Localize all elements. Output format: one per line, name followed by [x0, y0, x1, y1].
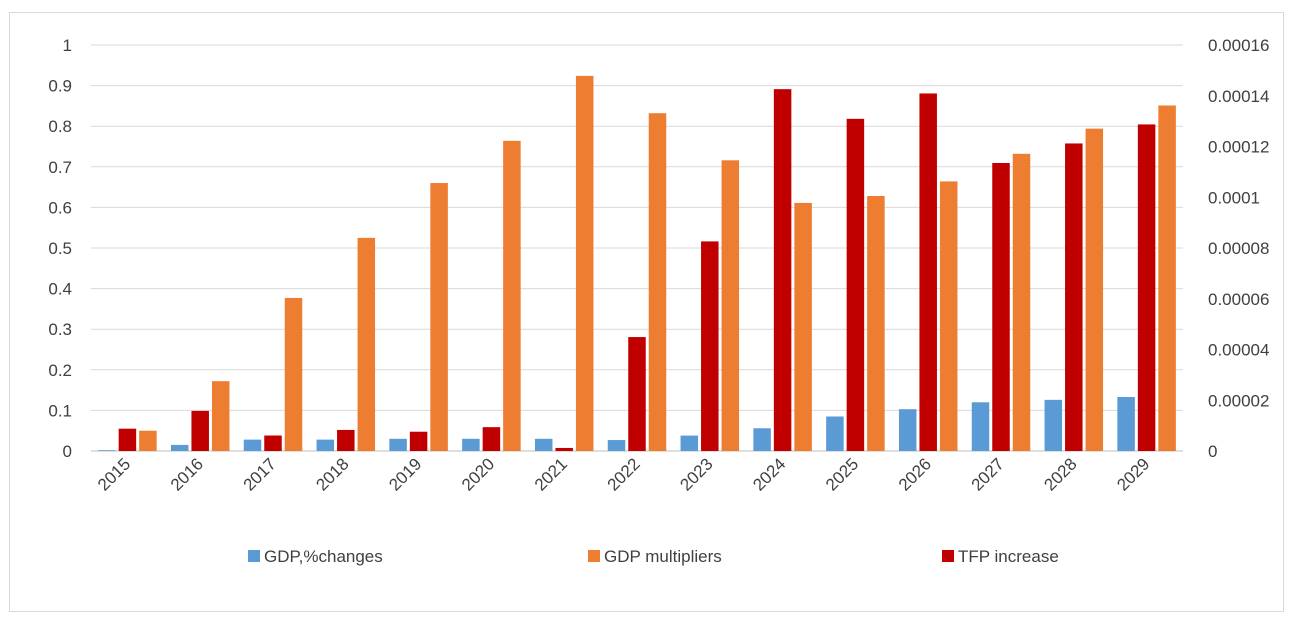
x-tick-label: 2023 [676, 454, 716, 494]
tfp-increase-bar [482, 427, 501, 451]
tfp-increase-bar [118, 428, 137, 451]
gdp-changes-bar [316, 439, 335, 451]
gdp-multipliers-bar [648, 113, 667, 451]
legend: GDP,%changes GDP multipliers TFP increase [248, 547, 1059, 566]
gdp-multipliers-bar [794, 202, 812, 451]
y-left-tick-label: 0.7 [48, 158, 72, 177]
tfp-increase-bar [337, 429, 355, 451]
gdp-multipliers-bar [1158, 105, 1176, 451]
gdp-multipliers-bar [1012, 153, 1031, 452]
x-tick-label: 2019 [385, 454, 425, 494]
y-right-tick-label: 0.0001 [1208, 188, 1260, 207]
y-right-tick-label: 0.00016 [1208, 36, 1269, 55]
chart-svg: 0 0.1 0.2 0.3 0.4 0.5 0.6 0.7 0.8 0.9 1 0 0.00002 0.… [48, 36, 1269, 566]
legend-item-gdp-changes: GDP,%changes [248, 547, 383, 566]
x-tick-label: 2026 [895, 454, 935, 494]
gdp-changes-bar [826, 416, 844, 451]
gdp-changes-bar [170, 444, 189, 451]
legend-swatch [248, 550, 260, 562]
gdp-multipliers-bar [721, 160, 740, 451]
gdp-multipliers-bar [211, 381, 230, 451]
gdp-changes-bar [1044, 399, 1063, 451]
gdp-changes-bar [98, 450, 116, 451]
y-axis-left-labels: 0 0.1 0.2 0.3 0.4 0.5 0.6 0.7 0.8 0.9 1 [48, 36, 72, 461]
gdp-multipliers-bar [357, 237, 376, 451]
gdp-multipliers-bar [139, 430, 157, 451]
tfp-increase-bar [1065, 143, 1083, 451]
x-tick-label: 2015 [94, 454, 134, 494]
legend-label: GDP multipliers [604, 547, 722, 566]
tfp-increase-bar [628, 337, 646, 451]
x-tick-label: 2028 [1040, 454, 1080, 494]
y-left-tick-label: 0.1 [48, 401, 72, 420]
y-left-tick-label: 0.6 [48, 198, 72, 217]
y-right-tick-label: 0.00014 [1208, 87, 1269, 106]
y-right-tick-label: 0.00012 [1208, 138, 1269, 157]
y-right-tick-label: 0.00006 [1208, 290, 1269, 309]
tfp-increase-bar [409, 431, 428, 451]
legend-item-tfp-increase: TFP increase [942, 547, 1059, 566]
x-tick-label: 2017 [240, 454, 280, 494]
x-tick-label: 2027 [968, 454, 1008, 494]
y-left-tick-label: 0.2 [48, 361, 72, 380]
gdp-changes-bar [898, 409, 917, 451]
y-left-tick-label: 0.3 [48, 320, 72, 339]
gdp-changes-bar [607, 440, 626, 451]
y-left-tick-label: 0.9 [48, 77, 72, 96]
x-axis-labels: 2015 2016 2017 2018 2019 2020 2021 2022 2023 2024… [94, 454, 1153, 494]
gdp-changes-bar [971, 402, 990, 451]
y-right-tick-label: 0 [1208, 442, 1217, 461]
y-left-tick-label: 0 [63, 442, 72, 461]
x-tick-label: 2021 [531, 454, 571, 494]
x-tick-label: 2025 [822, 454, 862, 494]
gdp-multipliers-bar [430, 183, 448, 452]
x-tick-label: 2029 [1113, 454, 1153, 494]
tfp-increase-bar [264, 435, 282, 451]
chart-area: 0 0.1 0.2 0.3 0.4 0.5 0.6 0.7 0.8 0.9 1 0 0.00002 0.… [9, 12, 1284, 612]
tfp-increase-bar [919, 93, 937, 451]
gdp-changes-bar [389, 438, 407, 451]
x-tick-label: 2018 [312, 454, 352, 494]
tfp-increase-bar [555, 447, 573, 451]
tfp-increase-bar [846, 118, 865, 451]
x-tick-label: 2024 [749, 454, 789, 494]
tfp-increase-bar [992, 162, 1010, 451]
x-tick-label: 2022 [604, 454, 644, 494]
tfp-increase-bar [191, 410, 209, 451]
gdp-changes-bar [680, 435, 699, 451]
legend-label: TFP increase [958, 547, 1059, 566]
y-left-tick-label: 1 [63, 36, 72, 55]
gdp-multipliers-bar [1085, 128, 1104, 452]
y-left-tick-label: 0.5 [48, 239, 72, 258]
gridlines [91, 44, 1183, 452]
y-left-tick-label: 0.4 [48, 280, 72, 299]
legend-item-gdp-multipliers: GDP multipliers [588, 547, 722, 566]
tfp-increase-bar [773, 89, 792, 451]
gdp-multipliers-bar [867, 196, 885, 451]
x-tick-label: 2020 [458, 454, 498, 494]
y-right-tick-label: 0.00008 [1208, 239, 1269, 258]
gdp-changes-bar [1117, 397, 1135, 451]
legend-swatch [588, 550, 600, 562]
gdp-changes-bar [753, 428, 771, 451]
tfp-increase-bar [1137, 124, 1156, 451]
gdp-changes-bar [243, 439, 262, 451]
gdp-multipliers-bar [503, 140, 521, 451]
tfp-increase-bar [701, 241, 719, 451]
gdp-changes-bar [534, 438, 553, 451]
gdp-changes-bar [462, 438, 480, 451]
gdp-multipliers-bar [939, 181, 958, 451]
y-right-tick-label: 0.00002 [1208, 391, 1269, 410]
y-left-tick-label: 0.8 [48, 117, 72, 136]
y-axis-right-labels: 0 0.00002 0.00004 0.00006 0.00008 0.0001 0.000… [1208, 36, 1269, 461]
legend-label: GDP,%changes [264, 547, 383, 566]
y-right-tick-label: 0.00004 [1208, 341, 1269, 360]
gdp-multipliers-bar [575, 75, 594, 451]
x-tick-label: 2016 [167, 454, 207, 494]
bars [98, 75, 1176, 452]
legend-swatch [942, 550, 954, 562]
gdp-multipliers-bar [284, 297, 303, 451]
